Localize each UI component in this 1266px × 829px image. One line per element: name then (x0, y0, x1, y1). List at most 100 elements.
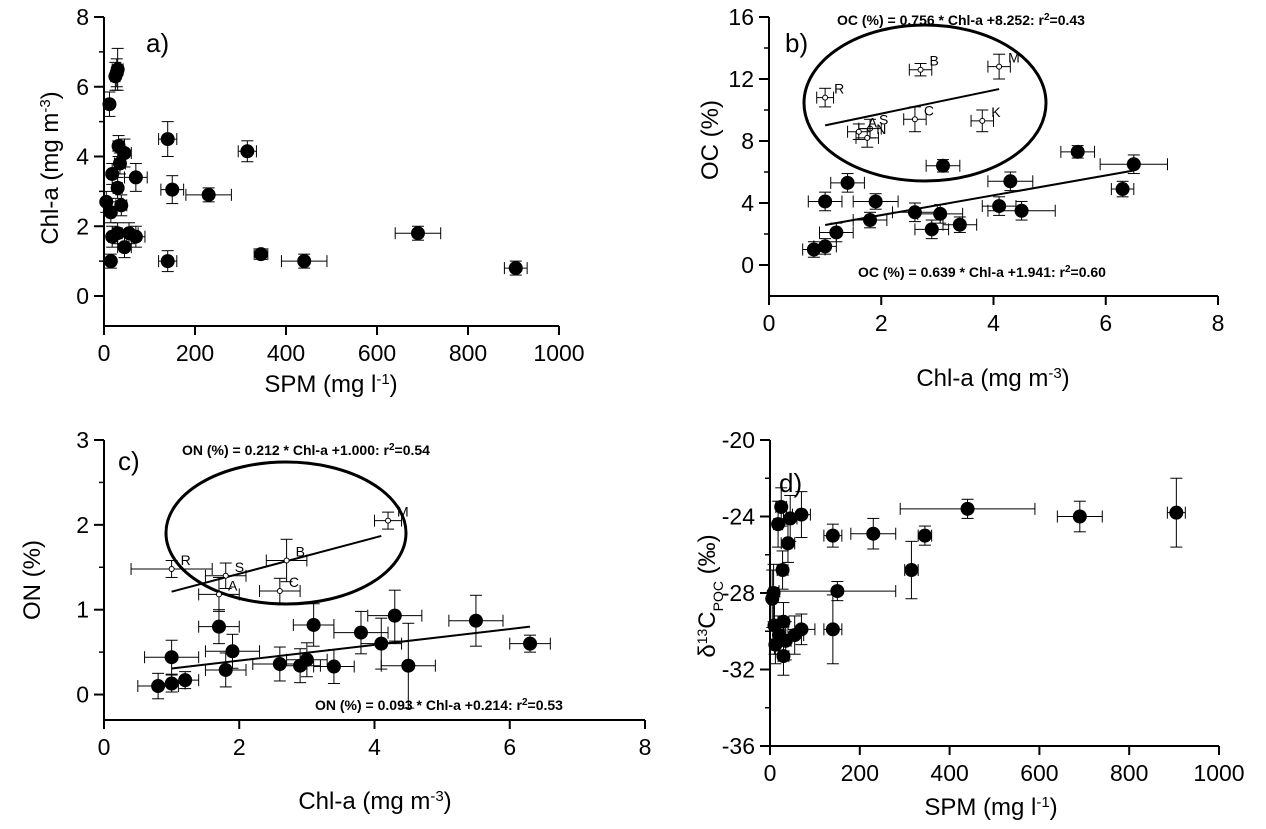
data-point (987, 171, 1034, 192)
point-marker-open (276, 588, 283, 595)
panel-c-on-vs-chl: 0 2 4 6 8 0 1 2 3 R SA BC M c) ON (%) = 0.212 * Chl… (19, 427, 651, 815)
site-label: A (228, 577, 238, 593)
x-tick-label: 0 (763, 310, 776, 336)
labeled-data-point: R (130, 552, 213, 578)
x-tick-label: 800 (449, 340, 487, 366)
y-tick-label: -28 (722, 580, 755, 606)
point-marker (794, 507, 809, 522)
y-tick-label: 1 (76, 597, 89, 623)
point-marker (164, 650, 179, 665)
data-point (925, 158, 961, 173)
x-tick-label: 8 (639, 734, 652, 760)
data-point (778, 581, 897, 602)
data-point (509, 634, 551, 653)
data-point (1056, 500, 1103, 533)
panel-a-points (99, 47, 528, 276)
data-point (503, 260, 528, 276)
point-marker (868, 194, 883, 209)
labeled-data-point: K (970, 104, 1001, 133)
y-tick-label: 4 (76, 144, 89, 170)
y-tick-label: 4 (741, 190, 754, 216)
point-marker (774, 499, 789, 514)
panel-b-tag: b) (785, 28, 808, 58)
y-tick-label: 8 (76, 4, 89, 30)
point-marker (374, 636, 389, 651)
data-point (791, 491, 811, 539)
point-marker-open (917, 66, 924, 73)
panel-a-chl-vs-spm: 0 200 400 600 800 1000 0 2 4 6 8 a) SPM (mg l-1) C… (37, 4, 585, 398)
x-tick-label: 200 (176, 340, 214, 366)
point-marker (935, 158, 950, 173)
data-point (823, 594, 843, 665)
labeled-data-point: B (908, 53, 939, 77)
point-marker (165, 182, 180, 197)
data-point (286, 642, 328, 678)
y-tick-label: 0 (76, 283, 89, 309)
data-point (852, 193, 899, 210)
point-marker (401, 658, 416, 673)
panel-b-oc-vs-chl: 0 2 4 6 8 0 4 8 12 16 R B M C K SA N b) OC (%) = 0.756 … (697, 4, 1224, 392)
x-tick-label: 2 (233, 734, 246, 760)
panel-a-ticks: 0 200 400 600 800 1000 0 2 4 6 8 (76, 4, 584, 366)
point-marker-open (996, 63, 1003, 70)
point-marker (818, 239, 833, 254)
x-tick-label: 6 (503, 734, 516, 760)
labeled-data-point: B (265, 538, 308, 583)
point-marker (353, 625, 368, 640)
data-point (253, 247, 269, 262)
x-tick-label: 6 (1099, 310, 1112, 336)
data-point (333, 610, 389, 655)
data-point (807, 191, 843, 212)
data-point (774, 487, 789, 527)
panel-c-equation-lower: ON (%) = 0.093 * Chl-a +0.214: r2=0.53 (315, 697, 563, 714)
point-marker (110, 62, 125, 77)
data-point (114, 194, 129, 217)
point-marker (117, 146, 132, 161)
panel-a-axes (103, 17, 559, 327)
point-marker (866, 526, 881, 541)
point-marker-open (283, 557, 290, 564)
point-marker (253, 247, 268, 262)
y-tick-label: 0 (76, 682, 89, 708)
point-marker (863, 213, 878, 228)
point-marker (1169, 505, 1184, 520)
point-marker-open (979, 117, 986, 124)
data-point (981, 196, 1017, 216)
data-point (198, 609, 240, 645)
data-point (852, 211, 888, 229)
labeled-data-point: S (204, 559, 247, 589)
point-marker (523, 636, 538, 651)
data-point (185, 187, 232, 203)
y-tick-label: 2 (76, 213, 89, 239)
data-point (237, 140, 257, 163)
point-marker-open (911, 116, 918, 123)
y-tick-label: 6 (76, 74, 89, 100)
point-marker (178, 673, 193, 688)
point-marker-open (855, 128, 862, 135)
panel-b-outlier-ellipse (802, 23, 1048, 183)
data-point (904, 540, 919, 600)
panel-c-outlier-ellipse (164, 460, 408, 606)
site-label: B (930, 53, 939, 69)
x-tick-label: 1000 (533, 340, 584, 366)
data-point (126, 225, 146, 248)
point-marker (128, 229, 143, 244)
data-point (1166, 477, 1186, 548)
point-marker (114, 198, 129, 213)
x-tick-label: 0 (764, 760, 777, 786)
point-marker (829, 225, 844, 240)
site-label: B (296, 543, 305, 559)
point-marker (160, 254, 175, 269)
data-point (823, 523, 843, 548)
point-marker (904, 563, 919, 578)
point-marker (1126, 157, 1141, 172)
point-marker (240, 144, 255, 159)
panel-a-tag: a) (146, 28, 169, 58)
data-point (110, 176, 125, 199)
data-point (813, 238, 837, 255)
point-marker (102, 97, 117, 112)
point-marker (410, 226, 425, 241)
panel-b-equation-lower: OC (%) = 0.639 * Chl-a +1.941: r2=0.60 (858, 264, 1106, 281)
site-label: A (868, 115, 878, 131)
y-tick-label: -36 (722, 733, 755, 759)
